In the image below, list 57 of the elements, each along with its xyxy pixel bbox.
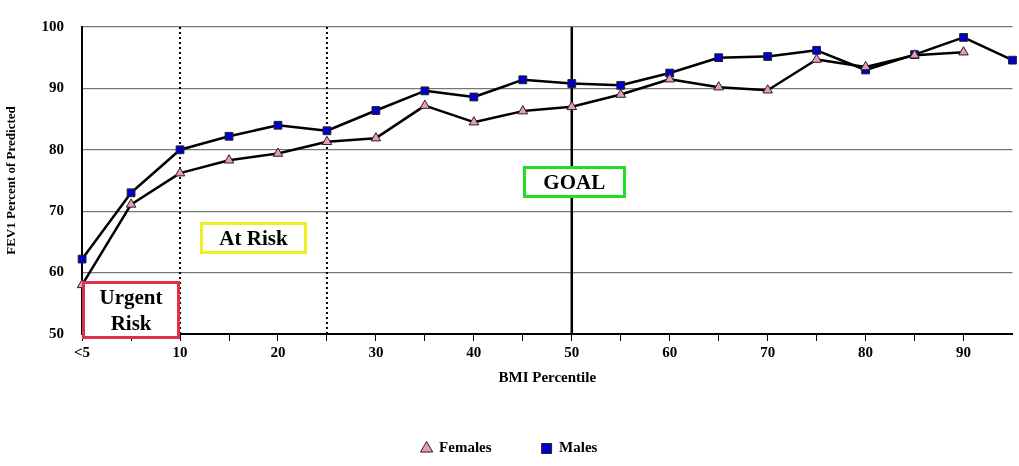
point bbox=[272, 147, 284, 157]
point bbox=[77, 254, 87, 264]
point bbox=[175, 145, 185, 155]
legend-label: Females bbox=[439, 439, 492, 456]
x-tick-label: <5 bbox=[74, 343, 91, 360]
point bbox=[615, 88, 627, 98]
y-tick-label: 100 bbox=[41, 17, 65, 34]
point bbox=[664, 73, 675, 83]
point bbox=[321, 135, 333, 146]
x-tick-label: 50 bbox=[564, 343, 580, 360]
annotation: At Risk bbox=[199, 221, 308, 254]
annotation: Urgent Risk bbox=[82, 281, 181, 340]
y-tick-label: 60 bbox=[49, 263, 65, 280]
y-tick-label: 80 bbox=[49, 140, 65, 157]
point bbox=[1008, 55, 1017, 65]
point bbox=[174, 167, 186, 177]
point bbox=[762, 84, 773, 94]
x-axis-title: BMI Percentile bbox=[498, 368, 597, 385]
point bbox=[713, 81, 724, 91]
point bbox=[812, 45, 822, 55]
point bbox=[370, 132, 382, 142]
x-tick-label: 30 bbox=[368, 343, 384, 360]
point bbox=[763, 52, 773, 61]
x-tick-label: 80 bbox=[858, 343, 874, 360]
point bbox=[126, 188, 136, 198]
point bbox=[419, 99, 431, 109]
point bbox=[566, 100, 578, 111]
point bbox=[371, 106, 381, 115]
x-tick-label: 20 bbox=[270, 343, 286, 360]
point bbox=[518, 75, 528, 85]
point bbox=[616, 80, 626, 90]
y-tick-label: 50 bbox=[49, 324, 65, 341]
point bbox=[517, 105, 529, 115]
point bbox=[469, 92, 479, 102]
annotation: GOAL bbox=[522, 165, 626, 198]
point bbox=[223, 154, 235, 164]
point bbox=[714, 53, 724, 63]
x-tick-label: 90 bbox=[956, 343, 972, 360]
point bbox=[322, 126, 332, 136]
point bbox=[959, 33, 968, 42]
point bbox=[811, 53, 822, 63]
point bbox=[420, 86, 430, 96]
point bbox=[958, 46, 969, 56]
x-tick-label: 10 bbox=[172, 343, 188, 360]
y-tick-label: 90 bbox=[49, 79, 65, 96]
point bbox=[860, 60, 871, 71]
y-axis-title: FEV1 Percent of Predicted bbox=[3, 105, 19, 255]
x-tick-label: 40 bbox=[466, 343, 482, 360]
point bbox=[468, 116, 480, 126]
point bbox=[273, 120, 283, 130]
point bbox=[125, 198, 137, 208]
x-tick-label: 70 bbox=[760, 343, 776, 360]
point bbox=[567, 79, 577, 88]
x-tick-label: 60 bbox=[662, 343, 678, 360]
legend-label: Males bbox=[559, 439, 598, 456]
y-tick-label: 70 bbox=[49, 202, 65, 219]
point bbox=[224, 131, 234, 141]
